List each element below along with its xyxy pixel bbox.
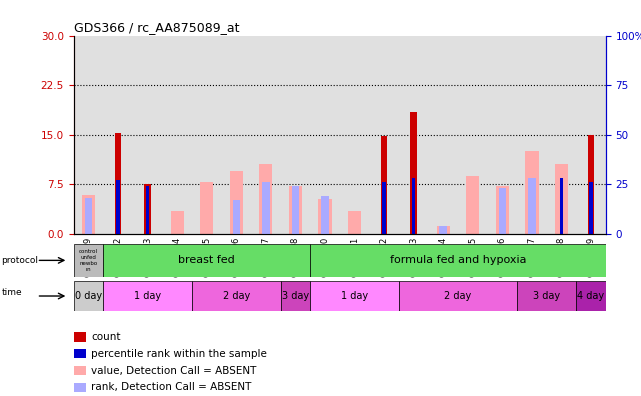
Bar: [437, 226, 450, 234]
Text: 1 day: 1 day: [134, 291, 161, 301]
Text: formula fed and hypoxia: formula fed and hypoxia: [390, 255, 526, 265]
Bar: [319, 199, 331, 234]
Bar: [162, 36, 192, 234]
Bar: [488, 36, 517, 234]
Text: time: time: [1, 287, 22, 297]
Bar: [576, 281, 606, 311]
Bar: [85, 198, 92, 234]
Bar: [103, 244, 310, 277]
Text: protocol: protocol: [1, 256, 38, 265]
Bar: [440, 226, 447, 234]
Bar: [192, 36, 222, 234]
Bar: [74, 383, 86, 392]
Bar: [525, 151, 538, 234]
Bar: [116, 180, 120, 234]
Bar: [369, 36, 399, 234]
Bar: [517, 36, 547, 234]
Bar: [133, 36, 162, 234]
Bar: [310, 281, 399, 311]
Bar: [171, 211, 184, 234]
Bar: [74, 244, 103, 277]
Bar: [233, 200, 240, 234]
Bar: [410, 112, 417, 234]
Bar: [466, 175, 479, 234]
Bar: [115, 133, 121, 234]
Text: 4 day: 4 day: [578, 291, 604, 301]
Bar: [554, 164, 568, 234]
Bar: [74, 36, 103, 234]
Bar: [292, 186, 299, 234]
Bar: [348, 211, 361, 234]
Text: percentile rank within the sample: percentile rank within the sample: [91, 349, 267, 359]
Bar: [589, 182, 593, 234]
Bar: [340, 36, 369, 234]
Bar: [82, 195, 95, 234]
Bar: [222, 36, 251, 234]
Bar: [528, 178, 535, 234]
Bar: [321, 196, 329, 234]
Bar: [412, 178, 415, 234]
Text: 2 day: 2 day: [222, 291, 250, 301]
Bar: [192, 281, 281, 311]
Text: breast fed: breast fed: [178, 255, 235, 265]
Text: control
unfed
newbo
rn: control unfed newbo rn: [79, 249, 98, 272]
Bar: [229, 171, 243, 234]
Bar: [144, 184, 151, 234]
Text: count: count: [91, 332, 121, 342]
Bar: [310, 36, 340, 234]
Bar: [200, 182, 213, 234]
Bar: [310, 244, 606, 277]
Bar: [547, 36, 576, 234]
Bar: [458, 36, 488, 234]
Text: 1 day: 1 day: [341, 291, 368, 301]
Bar: [281, 281, 310, 311]
Bar: [428, 36, 458, 234]
Bar: [262, 182, 269, 234]
Bar: [588, 135, 594, 234]
Text: value, Detection Call = ABSENT: value, Detection Call = ABSENT: [91, 366, 256, 375]
Bar: [399, 36, 428, 234]
Bar: [281, 36, 310, 234]
Bar: [517, 281, 576, 311]
Bar: [103, 281, 192, 311]
Bar: [103, 36, 133, 234]
Bar: [288, 186, 302, 234]
Text: GDS366 / rc_AA875089_at: GDS366 / rc_AA875089_at: [74, 21, 239, 34]
Bar: [495, 186, 509, 234]
Text: rank, Detection Call = ABSENT: rank, Detection Call = ABSENT: [91, 383, 251, 392]
Bar: [381, 136, 387, 234]
Text: 3 day: 3 day: [533, 291, 560, 301]
Bar: [74, 349, 86, 358]
Text: 3 day: 3 day: [282, 291, 309, 301]
Bar: [74, 366, 86, 375]
Bar: [146, 186, 149, 234]
Bar: [576, 36, 606, 234]
Bar: [499, 188, 506, 234]
Text: 2 day: 2 day: [444, 291, 472, 301]
Bar: [560, 178, 563, 234]
Bar: [259, 164, 272, 234]
Bar: [74, 281, 103, 311]
Bar: [399, 281, 517, 311]
Bar: [74, 332, 86, 342]
Bar: [251, 36, 281, 234]
Bar: [382, 182, 386, 234]
Text: 0 day: 0 day: [75, 291, 102, 301]
